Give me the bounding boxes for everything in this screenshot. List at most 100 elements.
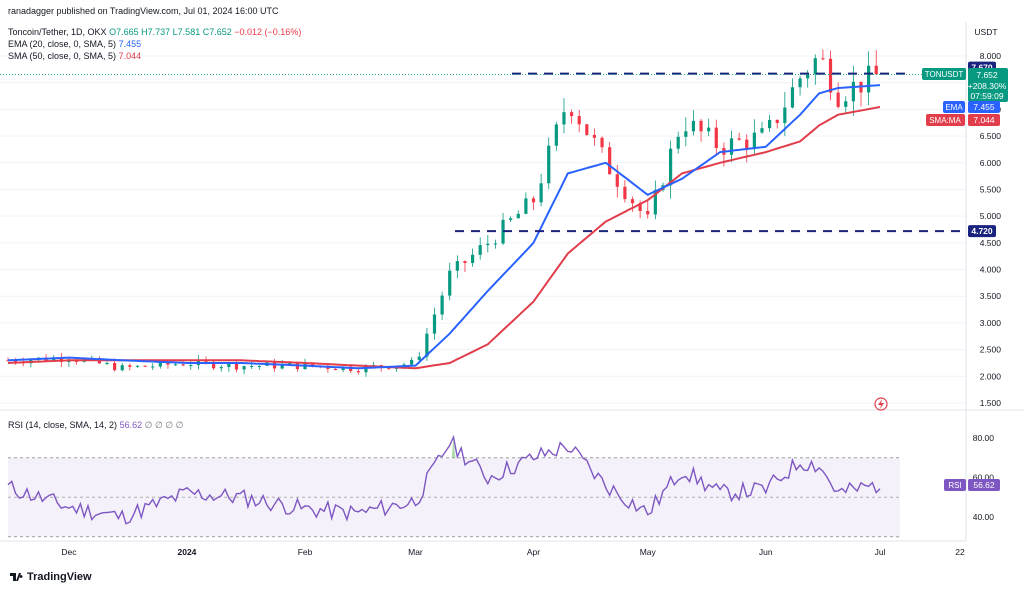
candle-body — [158, 361, 162, 367]
candle-body — [493, 243, 498, 245]
candle-body — [234, 363, 239, 370]
candle-body — [356, 371, 360, 373]
candle-body — [189, 365, 193, 367]
ema-20-line — [7, 84, 881, 370]
rsi-legend-value: 56.62 — [119, 420, 143, 430]
candle-body — [668, 148, 673, 186]
sma-tag-value: 7.044 — [973, 115, 995, 125]
candle-body — [470, 254, 475, 263]
price-tick-label: 3.500 — [980, 291, 1002, 301]
ticker-countdown: 07:59:09 — [970, 91, 1003, 101]
candle-body — [272, 362, 277, 369]
candle-body — [737, 138, 741, 140]
candle-body — [828, 58, 833, 93]
candle-body — [623, 186, 627, 200]
candle-body — [691, 120, 696, 132]
rsi-panel — [8, 457, 900, 538]
symbol-name: Toncoin/Tether, 1D, OKX — [8, 27, 107, 37]
candle-body — [181, 364, 185, 366]
support-tag-label: 4.720 — [971, 226, 993, 236]
candle-body — [387, 367, 391, 369]
date-tick-label: Apr — [527, 547, 540, 557]
ema-tag: EMA 7.455 — [943, 101, 1000, 113]
rsi-tag-label: RSI — [948, 481, 961, 490]
candle-body — [120, 365, 124, 371]
candle-body — [699, 120, 703, 132]
candle-body — [227, 363, 231, 368]
rsi-tag-value: 56.62 — [973, 480, 995, 490]
candle-body — [425, 333, 429, 357]
rsi-overbought-fill — [451, 436, 456, 458]
candle-body — [707, 127, 711, 132]
date-tick-label: May — [640, 547, 657, 557]
candle-body — [638, 203, 642, 211]
candle-body — [311, 362, 315, 367]
rsi-legend[interactable]: RSI (14, close, SMA, 14, 2) 56.62 ∅ ∅ ∅ … — [8, 420, 183, 431]
price-tick-label: 4.500 — [980, 238, 1002, 248]
candle-body — [539, 183, 543, 203]
rsi-axis[interactable]: 80.00 60.00 40.00 — [973, 433, 995, 522]
candle-body — [486, 243, 490, 246]
sma-legend-label: SMA (50, close, 0, SMA, 5) — [8, 51, 117, 61]
candle-body — [448, 270, 452, 296]
brand-name: TradingView — [27, 571, 92, 583]
ticker-change: +208.30% — [968, 81, 1007, 91]
candles — [6, 49, 878, 377]
candle-body — [128, 365, 132, 367]
ohlc-high: H7.737 — [141, 27, 171, 37]
candle-body — [676, 136, 680, 149]
ema-legend[interactable]: EMA (20, close, 0, SMA, 5) 7.455 — [8, 39, 141, 50]
date-tick-label: Mar — [408, 547, 423, 557]
candle-body — [364, 365, 368, 373]
date-tick-label: 22 — [955, 547, 965, 557]
candle-body — [105, 362, 109, 364]
price-tick-label: 8.000 — [980, 51, 1002, 61]
ema-tag-value: 7.455 — [973, 102, 995, 112]
candle-body — [509, 218, 513, 220]
candle-body — [547, 145, 551, 184]
candle-body — [684, 131, 688, 137]
sma-tag-label: SMA:MA — [929, 116, 961, 125]
candle-body — [851, 81, 855, 102]
candle-body — [173, 364, 178, 366]
candle-body — [569, 112, 574, 117]
price-tick-label: 5.000 — [980, 211, 1002, 221]
ohlc-low: L7.581 — [172, 27, 201, 37]
candle-body — [74, 360, 79, 362]
date-tick-label: Feb — [298, 547, 313, 557]
candle-body — [768, 119, 772, 129]
tradingview-logo[interactable]: TradingView — [10, 571, 92, 583]
ema-tag-label: EMA — [945, 103, 963, 112]
candle-body — [608, 147, 612, 175]
candle-body — [14, 360, 18, 363]
candle-body — [844, 101, 848, 107]
candle-body — [714, 127, 718, 148]
candle-body — [478, 245, 482, 255]
candle-body — [288, 362, 292, 365]
candle-body — [798, 78, 802, 88]
price-change: −0.012 (−0.16%) — [234, 27, 302, 37]
candle-body — [821, 58, 825, 60]
symbol-legend[interactable]: Toncoin/Tether, 1D, OKX O7.665 H7.737 L7… — [8, 27, 301, 38]
candle-body — [455, 261, 459, 271]
lightning-icon[interactable] — [874, 397, 888, 411]
candle-body — [143, 365, 147, 367]
date-tick-label: Dec — [61, 547, 77, 557]
candle-body — [67, 360, 71, 362]
price-tick-label: 1.500 — [980, 398, 1002, 408]
ema-legend-label: EMA (20, close, 0, SMA, 5) — [8, 39, 117, 49]
candle-body — [775, 119, 779, 124]
rsi-tick-label: 40.00 — [973, 512, 995, 522]
price-panel — [0, 22, 966, 408]
candle-body — [760, 128, 764, 133]
sma-legend[interactable]: SMA (50, close, 0, SMA, 5) 7.044 — [8, 51, 141, 62]
candle-body — [585, 124, 589, 135]
date-axis[interactable]: Dec 2024 Feb Mar Apr May Jun Jul 22 — [61, 547, 965, 557]
date-tick-label: 2024 — [178, 547, 197, 557]
candle-body — [242, 366, 246, 370]
sma-50-line — [7, 106, 881, 370]
date-tick-label: Jul — [875, 547, 886, 557]
candle-body — [592, 134, 597, 138]
price-tick-label: 2.000 — [980, 371, 1002, 381]
